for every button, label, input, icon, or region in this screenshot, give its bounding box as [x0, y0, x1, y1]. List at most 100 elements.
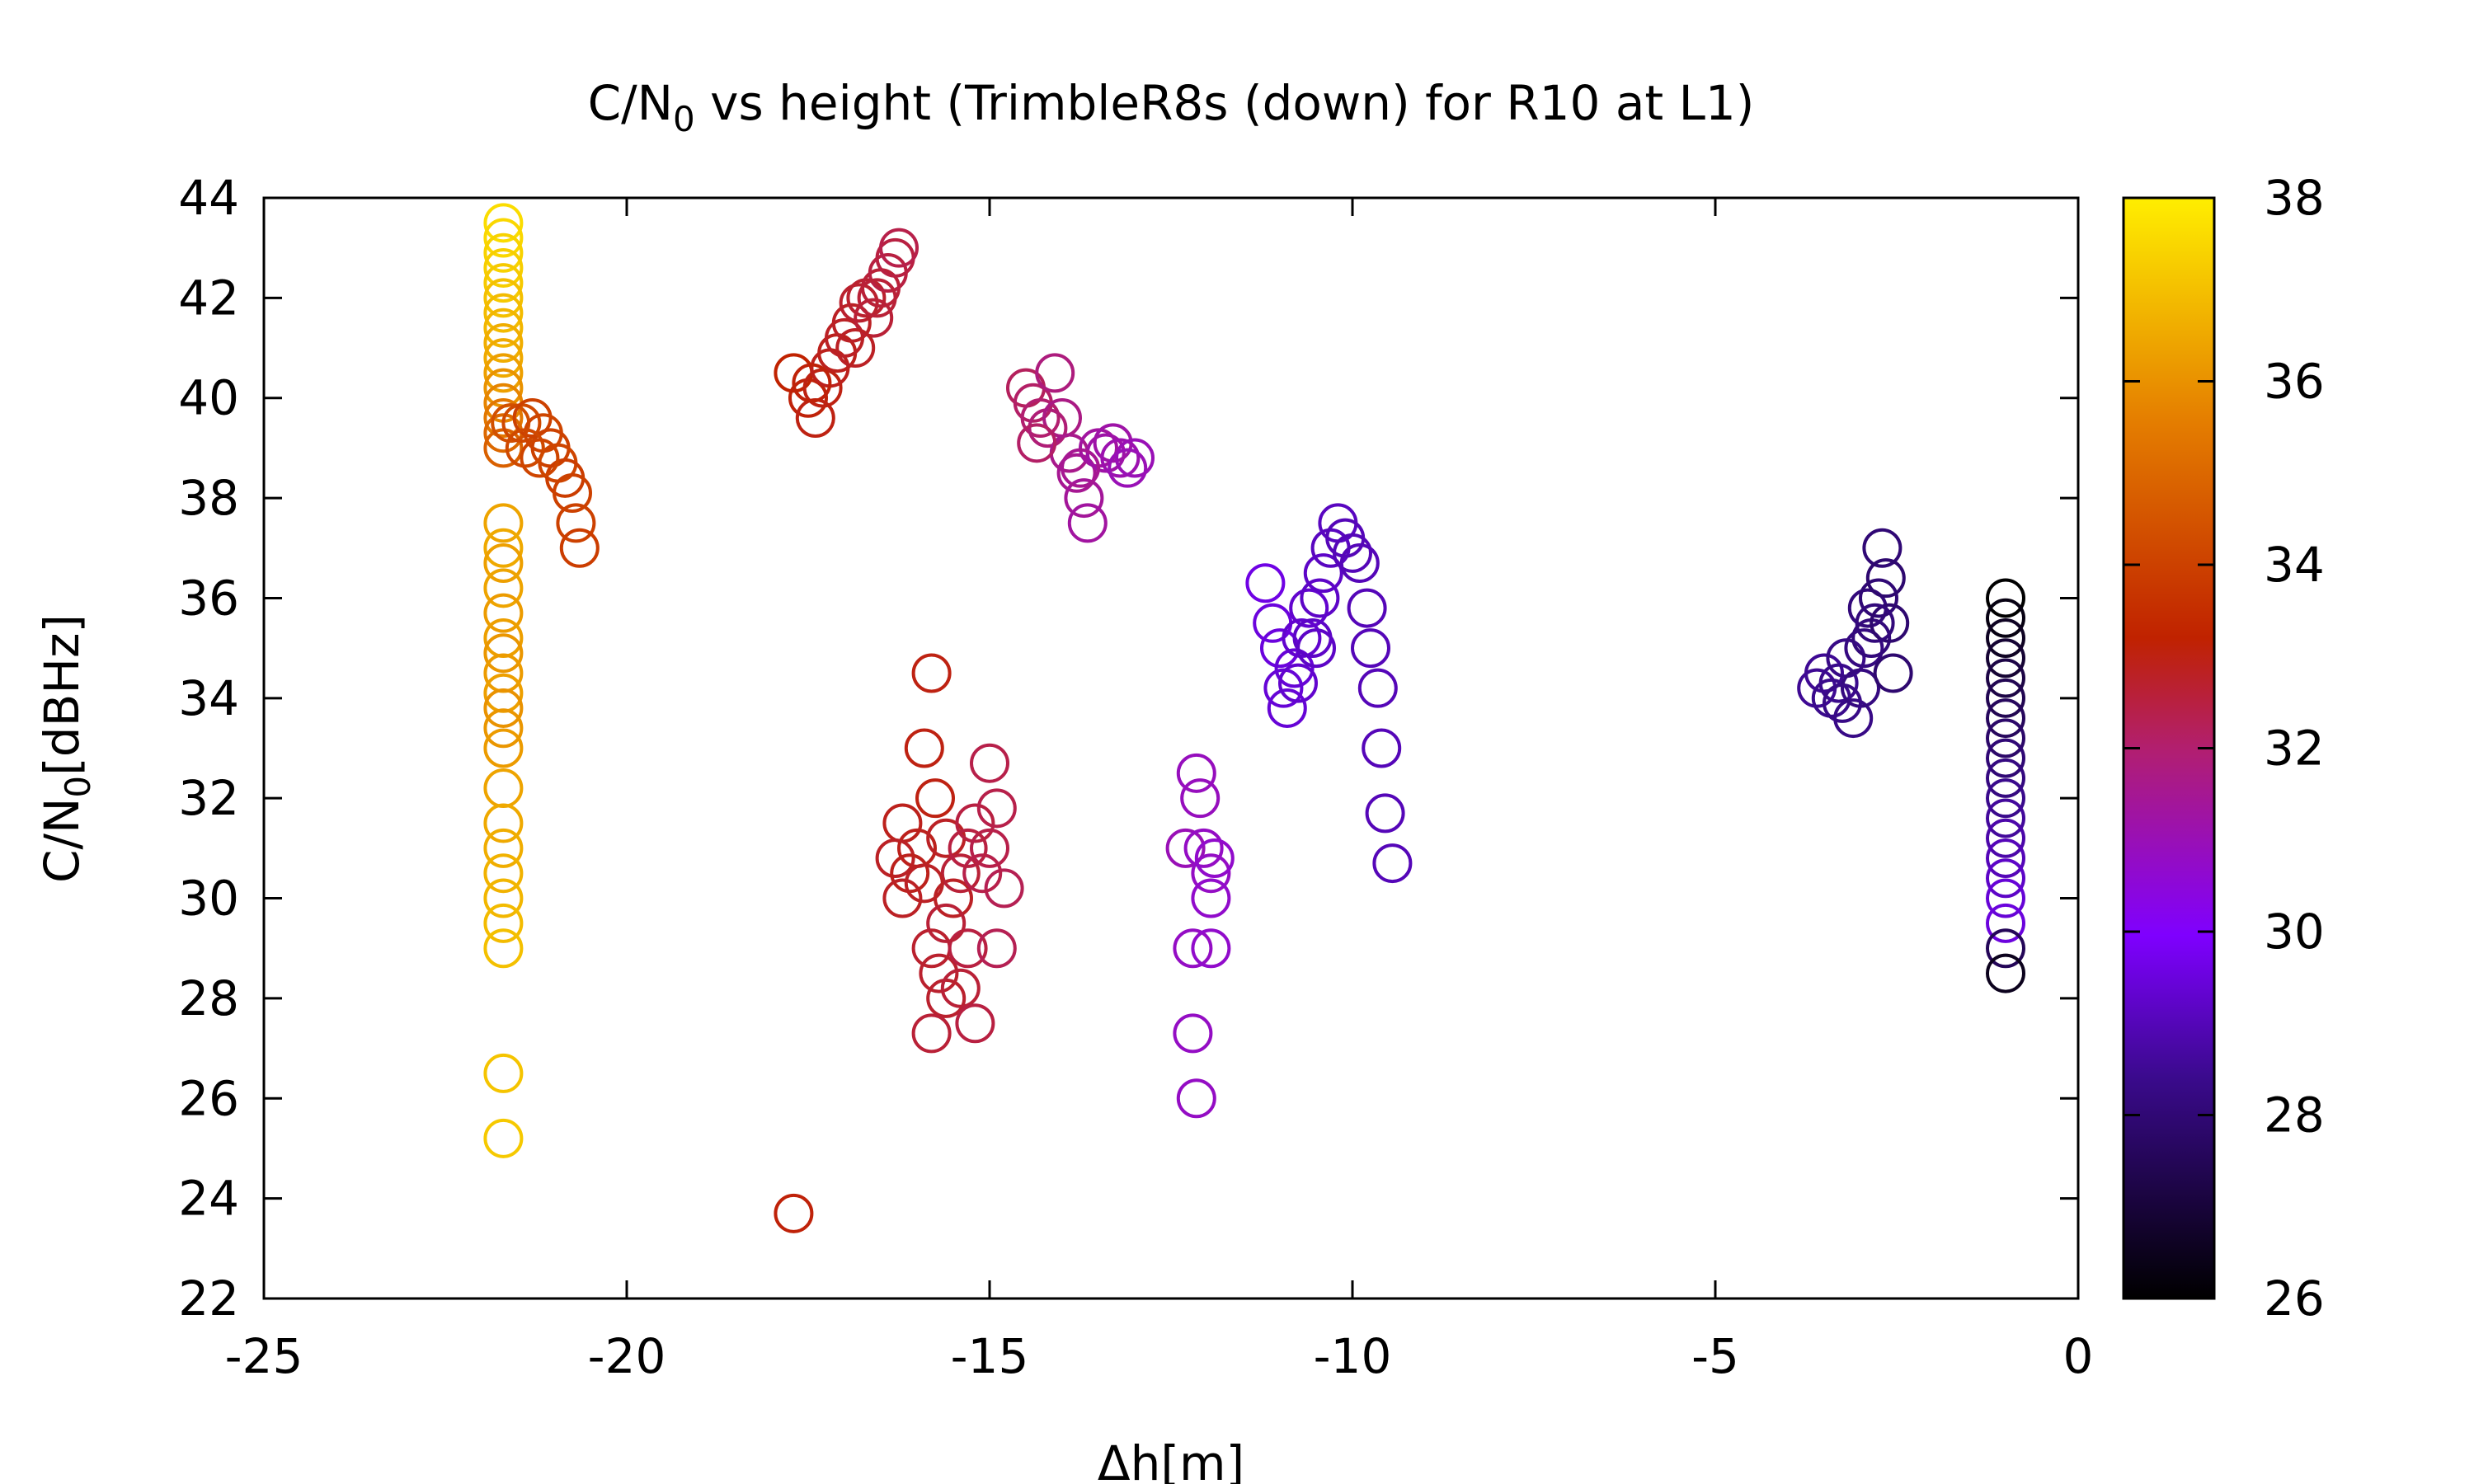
data-point [1818, 663, 1859, 703]
data-point [483, 1053, 524, 1093]
data-point [483, 653, 524, 693]
data-point [1333, 533, 1372, 573]
data-point [1064, 478, 1104, 519]
data-point [483, 593, 524, 633]
y-axis-title: C/N0[dBHz] [34, 614, 98, 883]
data-point [1173, 928, 1213, 969]
data-point [483, 853, 524, 894]
data-point [976, 788, 1017, 829]
data-point [483, 878, 524, 918]
data-point [483, 1118, 524, 1158]
data-point [940, 968, 981, 1008]
data-point [1855, 603, 1895, 643]
data-point [911, 653, 952, 693]
colorbar-tick-label: 34 [2264, 537, 2325, 593]
data-point [1180, 778, 1221, 819]
data-point [483, 768, 524, 809]
data-point [483, 353, 524, 393]
y-tick-label: 44 [178, 170, 239, 226]
data-point [483, 218, 524, 258]
data-point [1339, 542, 1380, 583]
data-point [1176, 753, 1216, 793]
data-point [976, 928, 1017, 969]
data-point [962, 853, 1003, 894]
data-point [1986, 678, 2025, 718]
data-point [1986, 838, 2025, 878]
data-point [483, 528, 524, 568]
data-point [1986, 638, 2025, 679]
data-point [970, 828, 1009, 868]
data-point [483, 503, 524, 543]
colorbar-tick-label: 38 [2264, 170, 2325, 226]
data-point [483, 322, 524, 363]
data-point [559, 528, 600, 568]
data-point [1986, 618, 2025, 658]
colorbar-tick-label: 32 [2264, 721, 2325, 777]
data-point [1865, 558, 1906, 599]
data-point [483, 688, 524, 728]
data-point [483, 828, 524, 868]
data-point [1278, 663, 1318, 703]
data-point [483, 203, 524, 243]
data-point [1862, 528, 1903, 568]
data-point [835, 328, 876, 369]
data-point [1362, 728, 1402, 768]
data-point [948, 928, 988, 969]
data-point [1191, 928, 1231, 969]
data-point [948, 828, 988, 868]
data-point [940, 853, 981, 894]
y-axis: 22 24 26 28 30 32 34 36 38 40 42 44 [178, 170, 2078, 1327]
y-tick-label: 32 [178, 770, 239, 826]
data-point [915, 778, 955, 819]
data-point [483, 338, 524, 378]
data-point [1176, 1078, 1216, 1119]
data-point [1986, 798, 2025, 838]
data-point [1986, 878, 2025, 918]
data-point [904, 728, 944, 768]
data-point [1194, 838, 1235, 878]
data-point [483, 728, 524, 768]
y-tick-label: 22 [178, 1270, 239, 1327]
data-point [882, 878, 923, 918]
data-point [1020, 398, 1061, 438]
x-tick-label: -10 [1314, 1328, 1392, 1384]
y-tick-label: 26 [178, 1070, 239, 1126]
data-point [911, 1013, 952, 1054]
colorbar-tick-label: 26 [2264, 1270, 2325, 1327]
data-point [1292, 618, 1333, 658]
data-point [1859, 578, 1898, 618]
data-point [1823, 683, 1862, 723]
data-point [483, 398, 524, 438]
data-point [483, 278, 524, 318]
data-point [1986, 658, 2025, 698]
data-point [1267, 688, 1307, 728]
plot-frame [262, 196, 2080, 1300]
data-point [919, 953, 959, 993]
data-point [483, 293, 524, 333]
data-point [1986, 758, 2025, 798]
data-point [1100, 438, 1141, 478]
data-point [483, 903, 524, 943]
data-point [934, 878, 973, 918]
data-point [970, 743, 1009, 783]
data-point [1986, 578, 2025, 618]
data-point [1115, 438, 1155, 478]
y-tick-label: 28 [178, 970, 239, 1026]
data-point [1035, 353, 1075, 393]
data-point [926, 903, 967, 943]
data-point [483, 247, 524, 288]
data-point [955, 1003, 995, 1044]
data-point [1372, 843, 1413, 884]
y-tick-label: 38 [178, 470, 239, 526]
data-point [839, 283, 879, 323]
y-tick-label: 36 [178, 570, 239, 626]
data-point [556, 503, 596, 543]
data-point [483, 542, 524, 583]
data-point [1173, 1013, 1213, 1054]
data-point [1986, 738, 2025, 778]
colorbar-tick-label: 28 [2264, 1087, 2325, 1144]
y-tick-label: 42 [178, 270, 239, 326]
data-points [483, 203, 2025, 1233]
x-axis-title: Δh[m] [1098, 1435, 1244, 1484]
data-point [1873, 653, 1913, 693]
